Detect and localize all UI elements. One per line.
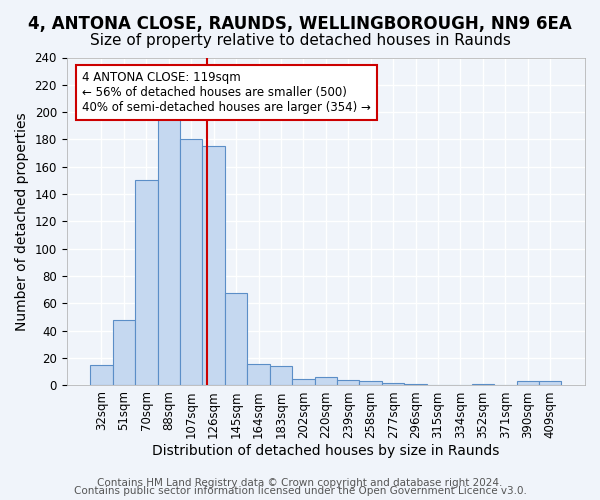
Y-axis label: Number of detached properties: Number of detached properties bbox=[15, 112, 29, 331]
Bar bbox=[404, 384, 427, 386]
Bar bbox=[247, 364, 270, 386]
Bar bbox=[225, 292, 247, 386]
Bar bbox=[90, 365, 113, 386]
Bar bbox=[158, 112, 180, 386]
Bar bbox=[382, 382, 404, 386]
Bar bbox=[135, 180, 158, 386]
Text: Contains public sector information licensed under the Open Government Licence v3: Contains public sector information licen… bbox=[74, 486, 526, 496]
Bar bbox=[202, 146, 225, 386]
Text: 4, ANTONA CLOSE, RAUNDS, WELLINGBOROUGH, NN9 6EA: 4, ANTONA CLOSE, RAUNDS, WELLINGBOROUGH,… bbox=[28, 15, 572, 33]
X-axis label: Distribution of detached houses by size in Raunds: Distribution of detached houses by size … bbox=[152, 444, 500, 458]
Text: Size of property relative to detached houses in Raunds: Size of property relative to detached ho… bbox=[89, 32, 511, 48]
Bar bbox=[180, 140, 202, 386]
Bar bbox=[113, 320, 135, 386]
Bar bbox=[539, 382, 562, 386]
Text: 4 ANTONA CLOSE: 119sqm
← 56% of detached houses are smaller (500)
40% of semi-de: 4 ANTONA CLOSE: 119sqm ← 56% of detached… bbox=[82, 70, 371, 114]
Bar bbox=[517, 382, 539, 386]
Bar bbox=[292, 378, 314, 386]
Text: Contains HM Land Registry data © Crown copyright and database right 2024.: Contains HM Land Registry data © Crown c… bbox=[97, 478, 503, 488]
Bar bbox=[270, 366, 292, 386]
Bar bbox=[337, 380, 359, 386]
Bar bbox=[314, 378, 337, 386]
Bar bbox=[359, 382, 382, 386]
Bar bbox=[472, 384, 494, 386]
